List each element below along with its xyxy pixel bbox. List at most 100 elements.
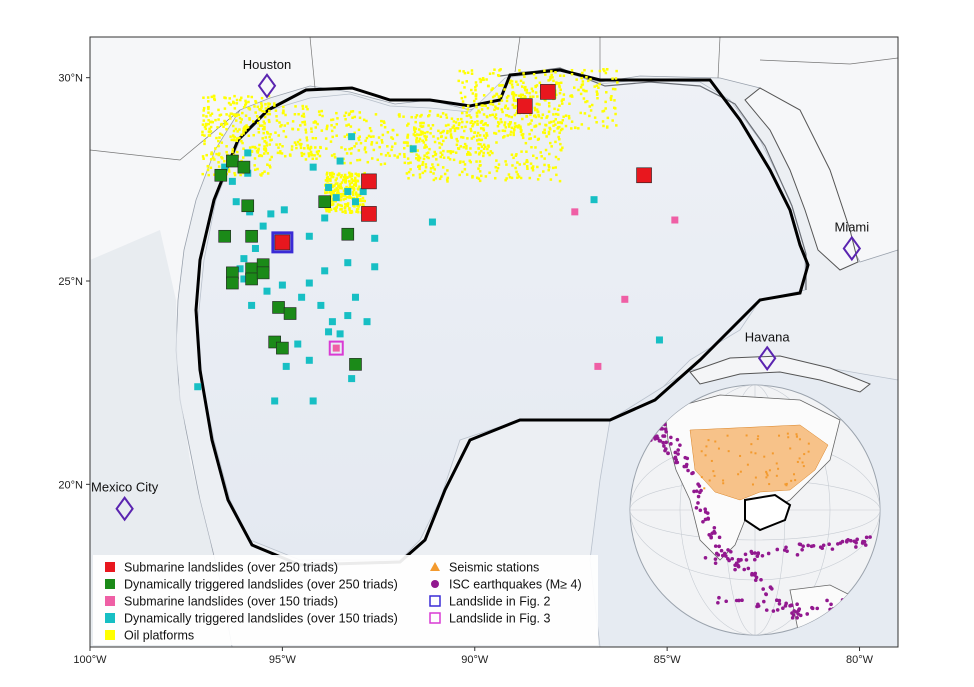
oil-platform-point	[423, 146, 426, 149]
oil-platform-point	[431, 123, 435, 127]
oil-platform-point	[260, 104, 264, 108]
oil-platform-point	[508, 122, 512, 126]
dynamic-landslide-150-marker	[232, 198, 240, 206]
isc-earthquake-point	[752, 557, 757, 562]
oil-platform-point	[506, 107, 510, 110]
oil-platform-point	[362, 118, 366, 122]
oil-platform-point	[316, 152, 320, 156]
oil-platform-point	[313, 120, 317, 123]
oil-platform-point	[547, 168, 550, 172]
oil-platform-point	[433, 150, 436, 154]
seismic-station-point	[713, 474, 716, 477]
oil-platform-point	[325, 171, 329, 175]
dynamic-landslide-150-marker	[244, 149, 252, 157]
oil-platform-point	[544, 148, 548, 152]
oil-platform-point	[434, 177, 438, 180]
oil-platform-point	[336, 117, 339, 120]
oil-platform-point	[567, 116, 571, 120]
oil-platform-point	[469, 147, 472, 150]
oil-platform-point	[324, 206, 327, 210]
oil-platform-point	[359, 203, 362, 206]
oil-platform-point	[386, 145, 389, 148]
oil-platform-point	[334, 179, 338, 182]
oil-platform-point	[414, 127, 418, 130]
oil-platform-point	[334, 209, 338, 213]
legend-label: Oil platforms	[124, 629, 194, 643]
seismic-station-point	[775, 462, 778, 465]
oil-platform-point	[236, 130, 239, 133]
oil-platform-point	[446, 176, 450, 180]
oil-platform-point	[449, 128, 452, 131]
oil-platform-point	[404, 141, 407, 144]
oil-platform-point	[391, 137, 395, 141]
oil-platform-point	[209, 166, 213, 170]
seismic-station-point	[765, 472, 768, 475]
oil-platform-point	[475, 134, 479, 138]
oil-platform-point	[450, 117, 454, 120]
oil-platform-point	[446, 169, 449, 172]
oil-platform-point	[269, 132, 272, 136]
city-label: Houston	[243, 57, 291, 72]
oil-platform-point	[353, 145, 356, 148]
oil-platform-point	[351, 110, 355, 113]
oil-platform-point	[368, 126, 372, 130]
oil-platform-point	[348, 147, 351, 151]
oil-platform-point	[253, 164, 256, 167]
oil-platform-point	[306, 146, 310, 150]
dynamic-landslide-150-marker	[263, 287, 271, 295]
oil-platform-point	[206, 165, 210, 168]
isc-earthquake-point	[750, 571, 754, 576]
oil-platform-point	[265, 130, 269, 134]
oil-platform-point	[279, 151, 282, 155]
oil-platform-point	[337, 173, 340, 176]
globe-usa-stations	[689, 424, 829, 501]
isc-earthquake-point	[661, 440, 665, 445]
oil-platform-point	[341, 194, 344, 198]
cuba-island	[689, 355, 871, 393]
oil-platform-point	[501, 110, 504, 114]
isc-earthquake-point	[740, 598, 744, 603]
oil-platform-point	[311, 136, 315, 140]
oil-platform-point	[422, 141, 426, 144]
oil-platform-point	[494, 113, 498, 116]
oil-platform-point	[581, 71, 584, 75]
oil-platform-point	[463, 86, 466, 89]
oil-platform-point	[516, 176, 519, 179]
oil-platform-point	[528, 137, 531, 141]
oil-platform-point	[247, 106, 250, 110]
oil-platform-point	[370, 141, 374, 144]
landslide-markers-layer	[194, 84, 679, 405]
oil-platform-point	[205, 153, 208, 157]
oil-platform-point	[201, 133, 204, 137]
oil-platform-point	[335, 205, 338, 209]
seismic-station-point	[737, 473, 740, 476]
oil-platform-point	[479, 163, 482, 167]
oil-platform-point	[333, 189, 337, 193]
oil-platform-point	[474, 86, 477, 89]
oil-platform-point	[257, 127, 260, 131]
isc-earthquake-point	[760, 553, 765, 558]
oil-platform-point	[519, 79, 523, 83]
oil-platform-point	[558, 84, 561, 88]
seismic-station-point	[751, 483, 754, 486]
oil-platform-point	[350, 181, 354, 184]
submarine-landslide-150-marker	[332, 344, 340, 352]
isc-earthquake-point	[713, 561, 718, 565]
x-tick-label: 95°W	[269, 654, 297, 666]
oil-platform-point	[348, 208, 351, 211]
city-marker-icon	[115, 496, 134, 522]
oil-platform-point	[497, 102, 501, 106]
oil-platform-point	[365, 119, 368, 123]
oil-platform-point	[223, 123, 227, 126]
oil-platform-point	[470, 137, 474, 140]
oil-platform-point	[580, 83, 584, 87]
oil-platform-point	[340, 204, 344, 208]
oil-platform-point	[349, 172, 353, 176]
dynamic-landslide-150-marker	[309, 163, 317, 171]
oil-platform-point	[356, 173, 359, 177]
oil-platform-point	[325, 173, 329, 176]
dynamic-landslide-250-marker	[241, 199, 255, 213]
oil-platform-point	[475, 103, 478, 106]
oil-platform-point	[453, 129, 457, 133]
oil-platform-point	[406, 136, 409, 139]
